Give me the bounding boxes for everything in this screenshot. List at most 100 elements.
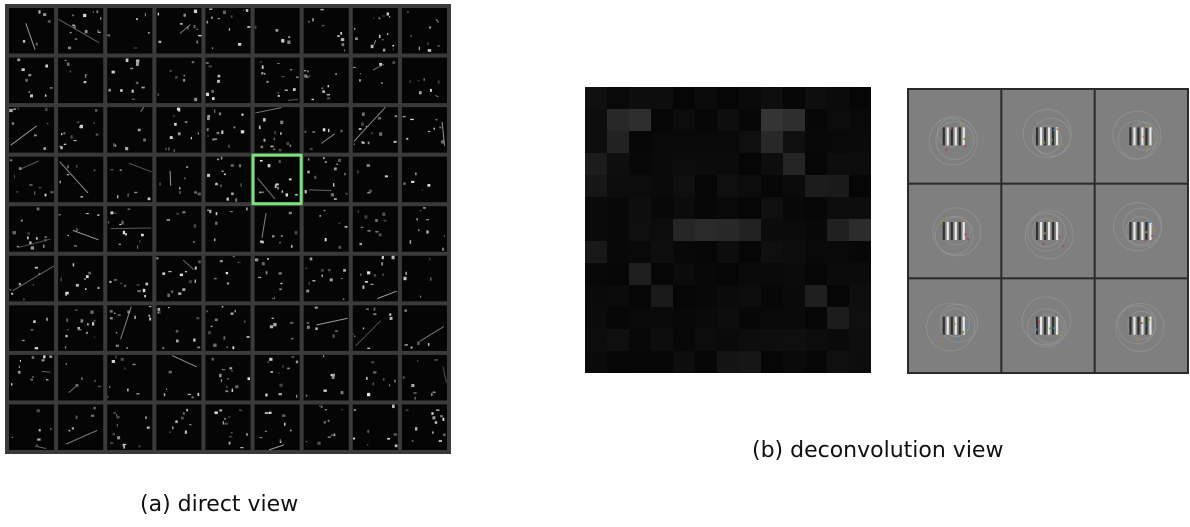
highlighted-cell xyxy=(251,153,303,206)
activation-cell xyxy=(783,87,806,110)
activation-cell xyxy=(717,219,740,242)
activation-cell xyxy=(761,307,784,330)
activation-cell xyxy=(739,87,762,110)
feature-map-cell xyxy=(9,107,55,153)
activation-map xyxy=(585,87,871,373)
activation-cell xyxy=(761,131,784,154)
activation-cell xyxy=(629,131,652,154)
activation-cell xyxy=(673,153,696,176)
feature-map-cell xyxy=(107,156,153,203)
feature-map-cell xyxy=(107,255,153,302)
activation-cell xyxy=(629,109,652,132)
activation-cell xyxy=(585,109,608,132)
activation-cell xyxy=(717,87,740,110)
feature-map-cell xyxy=(205,354,251,401)
feature-map-cell xyxy=(58,354,104,401)
activation-cell xyxy=(585,131,608,154)
feature-map-cell xyxy=(107,206,153,252)
activation-cell xyxy=(629,351,652,373)
activation-cell xyxy=(849,109,871,132)
activation-cell xyxy=(717,153,740,176)
feature-map-cell xyxy=(156,255,202,302)
activation-cell xyxy=(783,307,806,330)
activation-cell xyxy=(673,175,696,198)
activation-cell xyxy=(827,219,850,242)
feature-map-cell xyxy=(205,57,251,104)
feature-map-cell xyxy=(9,8,55,54)
activation-cell xyxy=(849,263,871,286)
feature-map-cell xyxy=(401,255,447,302)
activation-cell xyxy=(827,329,850,352)
activation-cell xyxy=(651,197,674,220)
feature-map-cell xyxy=(205,305,251,351)
activation-cell xyxy=(695,219,718,242)
activation-cell xyxy=(629,263,652,286)
activation-cell xyxy=(717,351,740,373)
activation-cell xyxy=(585,351,608,373)
feature-map-cell xyxy=(205,107,251,153)
activation-cell xyxy=(695,263,718,286)
activation-cell xyxy=(783,219,806,242)
activation-cell xyxy=(739,307,762,330)
activation-cell xyxy=(849,219,871,242)
activation-cell xyxy=(805,351,828,373)
caption-deconvolution-view: (b) deconvolution view xyxy=(752,438,1004,463)
activation-cell xyxy=(717,285,740,308)
deconvolution-cell xyxy=(909,90,1001,183)
activation-cell xyxy=(651,351,674,373)
activation-cell xyxy=(805,175,828,198)
activation-cell xyxy=(585,263,608,286)
feature-map-cell xyxy=(401,57,447,104)
feature-map-cell xyxy=(156,107,202,153)
feature-map-cell xyxy=(107,8,153,54)
activation-cell xyxy=(827,175,850,198)
direct-view-feature-grid xyxy=(5,4,451,454)
activation-cell xyxy=(673,219,696,242)
feature-map-cell xyxy=(9,255,55,302)
activation-cell xyxy=(717,109,740,132)
activation-cell xyxy=(585,329,608,352)
activation-cell xyxy=(673,131,696,154)
activation-cell xyxy=(761,351,784,373)
feature-map-cell xyxy=(401,404,447,450)
deconvolution-grid xyxy=(907,88,1189,374)
feature-map-cell xyxy=(205,255,251,302)
feature-map-cell xyxy=(58,404,104,450)
activation-cell xyxy=(607,153,630,176)
feature-map-cell xyxy=(205,8,251,54)
activation-map-svg xyxy=(585,87,871,373)
activation-cell xyxy=(739,285,762,308)
deconvolution-cell xyxy=(1095,90,1187,183)
feature-map-cell xyxy=(156,305,202,351)
feature-map-cell xyxy=(401,8,447,54)
feature-map-cell xyxy=(303,354,349,401)
activation-cell xyxy=(761,87,784,110)
activation-cell xyxy=(607,307,630,330)
activation-cell xyxy=(651,87,674,110)
caption-direct-view: (a) direct view xyxy=(140,492,299,517)
deconvolution-cell xyxy=(1095,184,1187,278)
activation-cell xyxy=(739,109,762,132)
feature-map-cell xyxy=(205,206,251,252)
activation-cell xyxy=(761,197,784,220)
deconvolution-cell xyxy=(909,279,1001,372)
feature-map-cell xyxy=(9,206,55,252)
activation-cell xyxy=(695,285,718,308)
activation-cell xyxy=(651,153,674,176)
activation-cell xyxy=(849,285,871,308)
activation-cell xyxy=(827,197,850,220)
feature-map-cell xyxy=(352,354,398,401)
activation-cell xyxy=(607,175,630,198)
activation-cell xyxy=(607,131,630,154)
feature-map-cell xyxy=(156,206,202,252)
deconvolution-cell xyxy=(1002,90,1094,183)
activation-cell xyxy=(761,329,784,352)
activation-cell xyxy=(827,263,850,286)
activation-cell xyxy=(849,197,871,220)
activation-cell xyxy=(827,87,850,110)
activation-cell xyxy=(783,109,806,132)
activation-cell xyxy=(585,219,608,242)
feature-map-cell xyxy=(58,8,104,54)
feature-map-cell xyxy=(401,305,447,351)
activation-cell xyxy=(585,241,608,264)
